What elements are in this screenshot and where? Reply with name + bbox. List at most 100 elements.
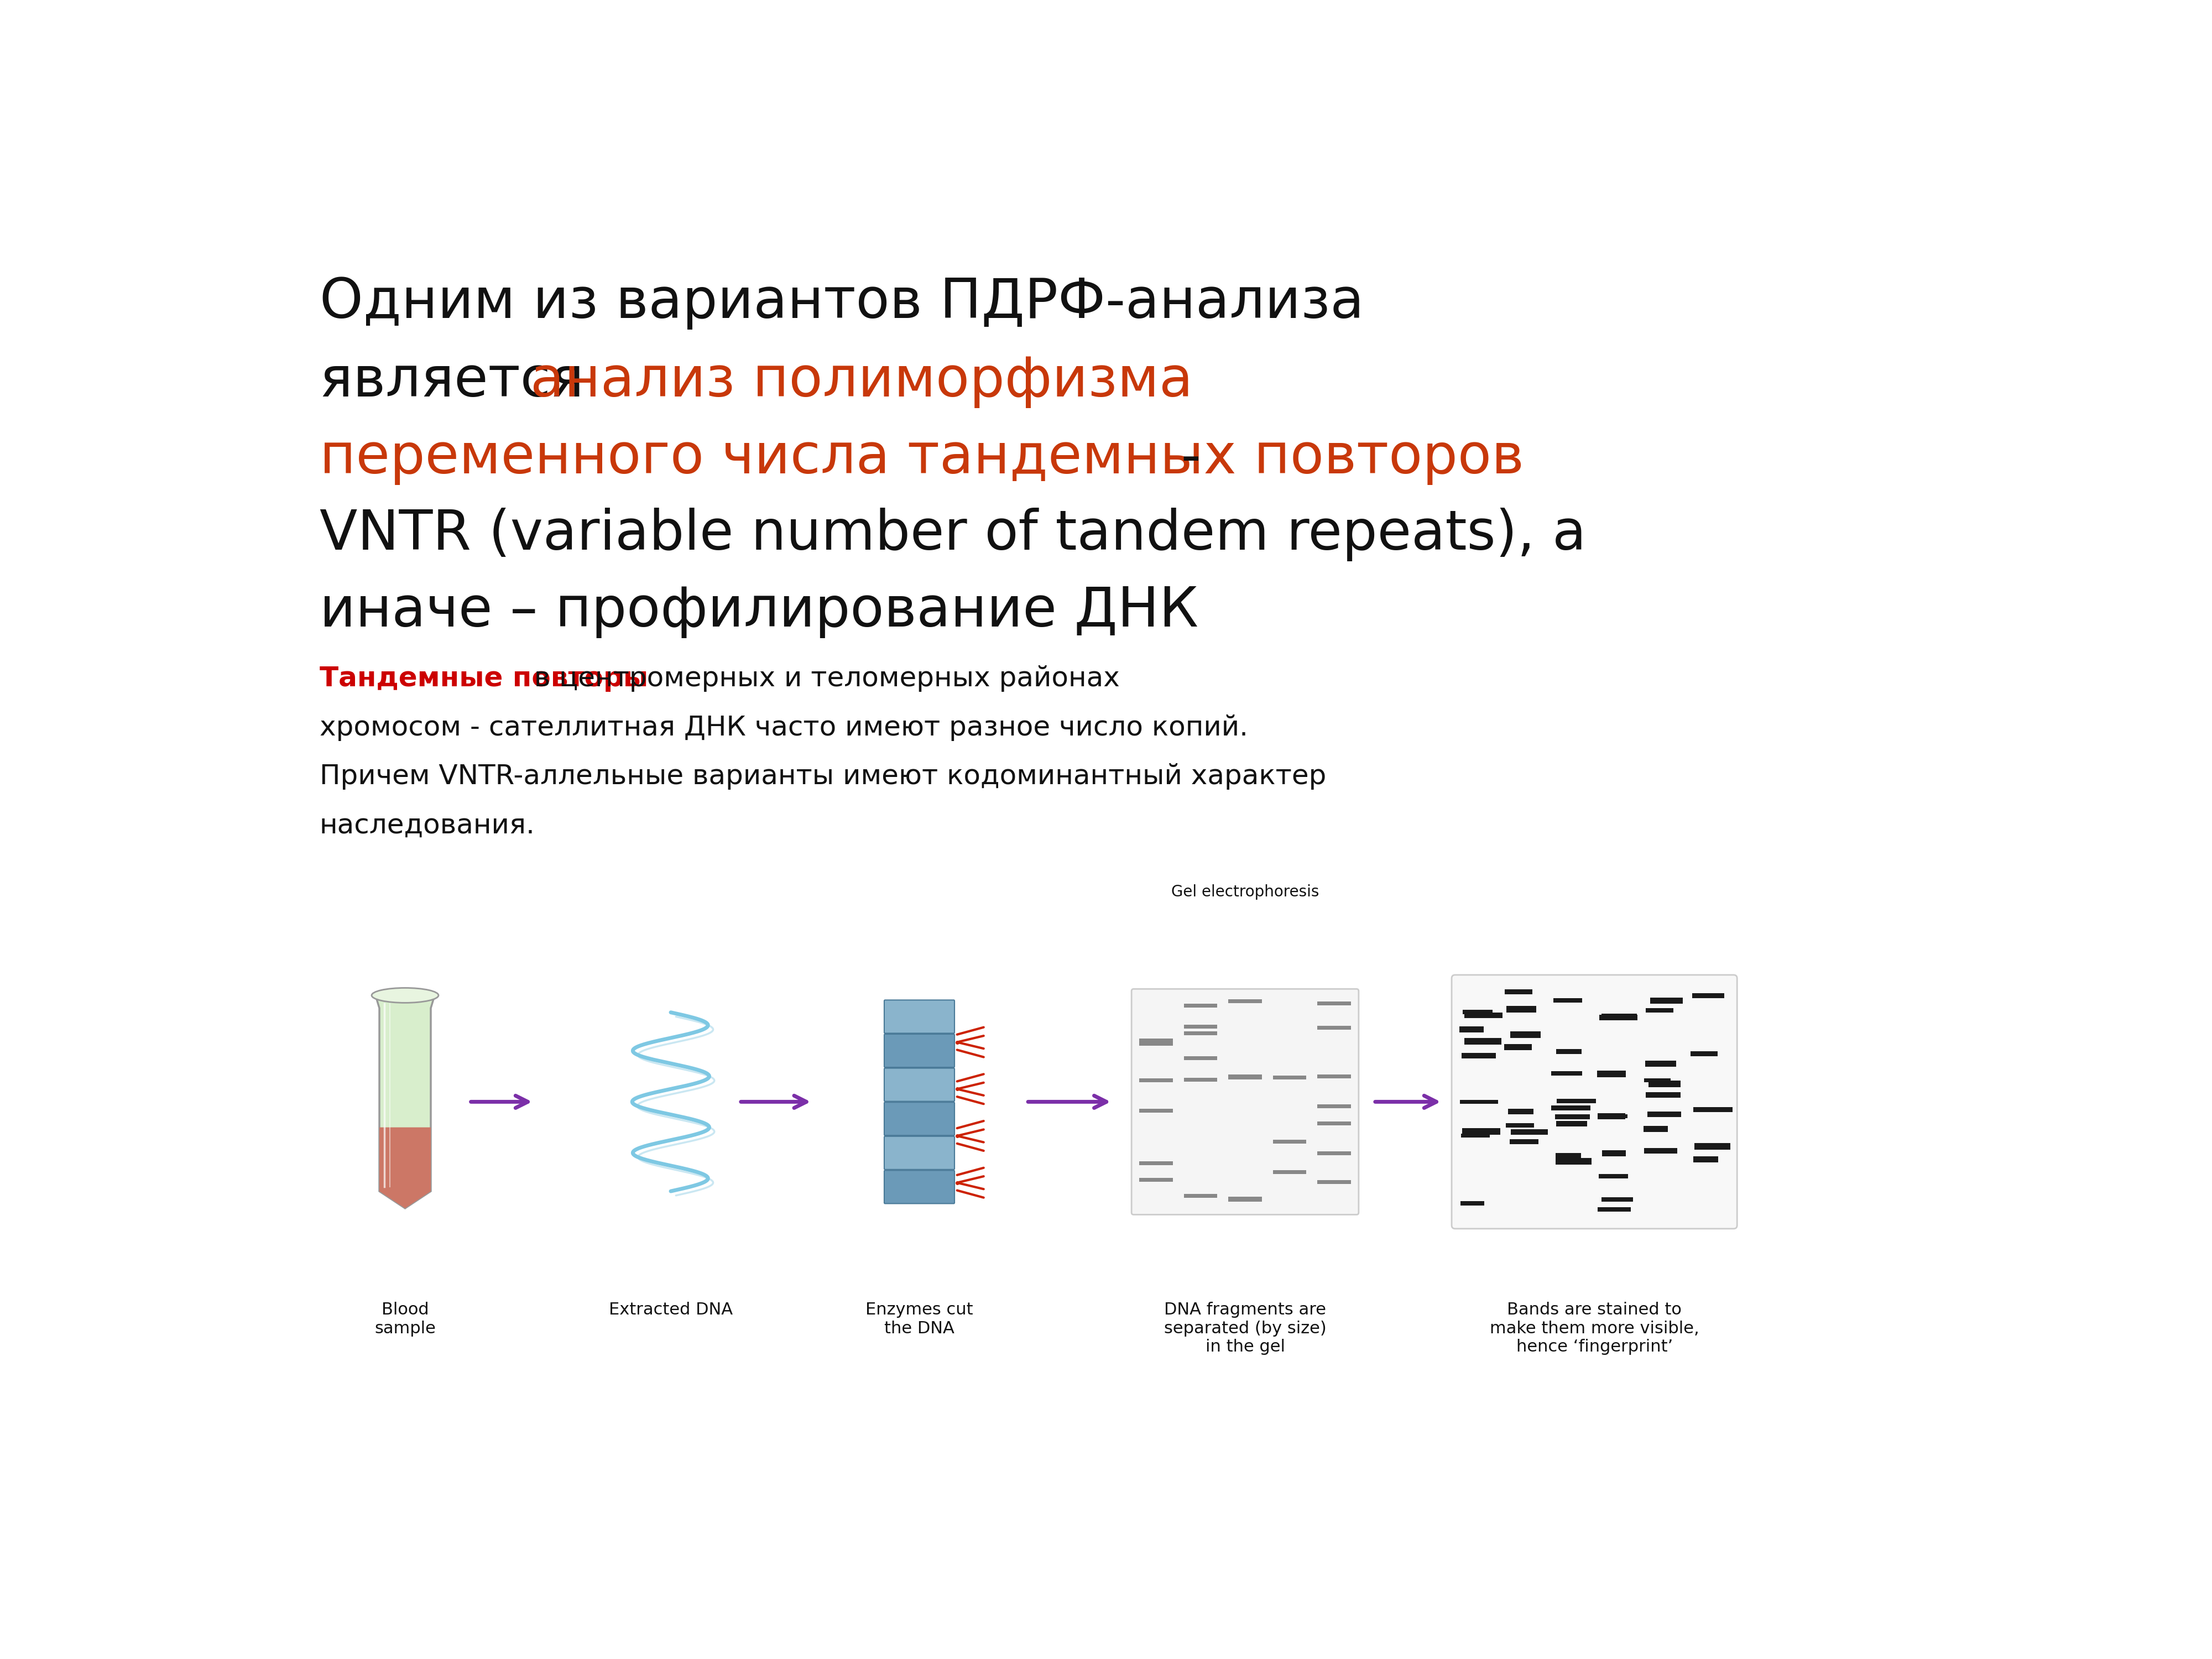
Bar — [1601, 1115, 1628, 1118]
Text: Extracted DNA: Extracted DNA — [608, 1302, 732, 1317]
Bar — [1228, 1198, 1261, 1201]
Text: переменного числа тандемных повторов: переменного числа тандемных повторов — [319, 431, 1524, 484]
Bar — [1644, 1148, 1677, 1153]
Bar — [1272, 1140, 1307, 1143]
FancyBboxPatch shape — [885, 1170, 956, 1203]
Bar — [1228, 1075, 1261, 1080]
Bar — [1464, 1039, 1502, 1045]
Bar — [1318, 1180, 1352, 1185]
Bar — [1692, 994, 1725, 999]
Bar — [1460, 1133, 1491, 1138]
Bar — [1694, 1143, 1730, 1150]
Bar — [1646, 1092, 1681, 1098]
Bar — [1462, 1128, 1500, 1135]
Bar — [1601, 1014, 1637, 1019]
Bar — [1557, 1098, 1595, 1103]
Bar — [1228, 999, 1261, 1004]
Bar — [1511, 1032, 1542, 1039]
Bar — [1555, 1048, 1582, 1053]
Bar — [1460, 1027, 1484, 1032]
Bar — [1460, 1201, 1484, 1206]
Bar — [1506, 1123, 1535, 1128]
Bar — [1551, 1072, 1582, 1075]
Bar — [1644, 1126, 1668, 1131]
Text: Blood
sample: Blood sample — [374, 1302, 436, 1337]
Bar — [1272, 1075, 1307, 1080]
Text: Bands are stained to
make them more visible,
hence ‘fingerprint’: Bands are stained to make them more visi… — [1489, 1302, 1699, 1355]
Bar — [1646, 1060, 1677, 1067]
Text: анализ полиморфизма: анализ полиморфизма — [531, 355, 1192, 408]
Bar — [1555, 1158, 1590, 1165]
Text: наследования.: наследования. — [319, 813, 535, 839]
Bar — [1555, 1121, 1588, 1126]
Bar — [1318, 1075, 1352, 1078]
Bar — [1648, 1080, 1681, 1087]
Bar — [1183, 1078, 1217, 1082]
Bar — [1183, 1004, 1217, 1007]
Bar — [1511, 1140, 1537, 1145]
FancyBboxPatch shape — [1451, 975, 1736, 1229]
Bar — [1597, 1070, 1626, 1077]
Bar — [1460, 1100, 1498, 1103]
Bar — [1318, 1121, 1352, 1125]
FancyBboxPatch shape — [885, 1068, 956, 1102]
Bar — [1694, 1156, 1719, 1163]
FancyBboxPatch shape — [885, 1102, 956, 1135]
Bar — [1462, 1053, 1495, 1058]
Bar — [1228, 1075, 1261, 1078]
Ellipse shape — [372, 987, 438, 1002]
Bar — [1644, 1078, 1670, 1082]
Text: Тандемные повторы: Тандемные повторы — [319, 665, 648, 692]
Bar — [1506, 1005, 1537, 1012]
Bar — [1504, 989, 1533, 994]
Text: является: является — [319, 355, 602, 408]
Bar — [1272, 1140, 1307, 1143]
Bar — [1504, 1044, 1531, 1050]
Text: Одним из вариантов ПДРФ-анализа: Одним из вариантов ПДРФ-анализа — [319, 275, 1365, 330]
Bar — [1139, 1039, 1172, 1042]
Bar — [1601, 1150, 1626, 1156]
Bar — [1509, 1108, 1533, 1115]
FancyBboxPatch shape — [1133, 989, 1358, 1214]
Text: Enzymes cut
the DNA: Enzymes cut the DNA — [865, 1302, 973, 1337]
Text: Причем VNTR-аллельные варианты имеют кодоминантный характер: Причем VNTR-аллельные варианты имеют код… — [319, 763, 1325, 790]
Bar — [1139, 1161, 1172, 1165]
Bar — [1318, 1151, 1352, 1155]
Bar — [1690, 1052, 1717, 1057]
Bar — [1318, 1025, 1352, 1030]
Text: Gel electrophoresis: Gel electrophoresis — [1170, 884, 1318, 899]
Bar — [1183, 1057, 1217, 1060]
Bar — [1464, 1012, 1502, 1019]
Polygon shape — [380, 1128, 431, 1208]
Bar — [1318, 1002, 1352, 1005]
Bar — [1646, 1009, 1672, 1012]
Bar — [1551, 1105, 1590, 1110]
Text: хромосом - сателлитная ДНК часто имеют разное число копий.: хромосом - сателлитная ДНК часто имеют р… — [319, 715, 1248, 742]
Bar — [1183, 1025, 1217, 1029]
Bar — [1139, 1078, 1172, 1082]
Bar — [1648, 1112, 1681, 1117]
Text: в центромерных и теломерных районах: в центромерных и теломерных районах — [524, 665, 1119, 692]
FancyBboxPatch shape — [885, 1034, 956, 1067]
Bar — [1555, 1153, 1582, 1160]
Bar — [1272, 1170, 1307, 1175]
FancyBboxPatch shape — [885, 1136, 956, 1170]
Bar — [1228, 1196, 1261, 1201]
Bar — [1462, 1010, 1493, 1014]
Bar — [1139, 1108, 1172, 1113]
Text: иначе – профилирование ДНК: иначе – профилирование ДНК — [319, 584, 1199, 639]
Polygon shape — [376, 995, 434, 1208]
Text: VNTR (variable number of tandem repeats), а: VNTR (variable number of tandem repeats)… — [319, 508, 1586, 561]
Bar — [1511, 1130, 1548, 1135]
Bar — [1183, 1032, 1217, 1035]
Bar — [1650, 997, 1683, 1004]
Bar — [1139, 1042, 1172, 1045]
Bar — [1555, 1115, 1590, 1120]
Bar — [1183, 1194, 1217, 1198]
Bar — [1601, 1198, 1632, 1201]
Bar — [1694, 1107, 1732, 1112]
Bar — [1597, 1113, 1626, 1120]
Text: -: - — [1164, 431, 1201, 484]
FancyBboxPatch shape — [885, 1000, 956, 1034]
Text: DNA fragments are
separated (by size)
in the gel: DNA fragments are separated (by size) in… — [1164, 1302, 1327, 1355]
